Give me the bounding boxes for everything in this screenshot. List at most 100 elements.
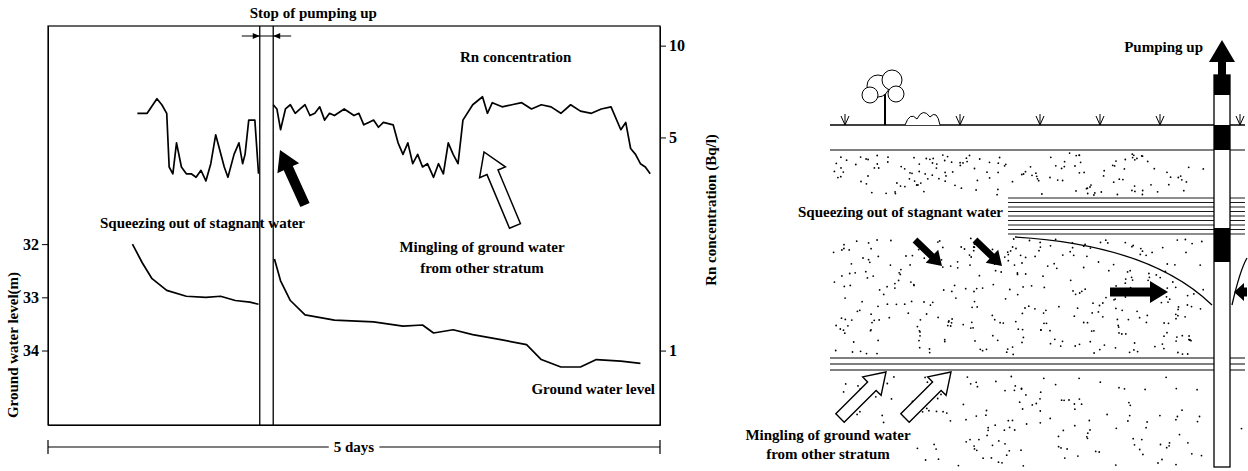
sand-dot — [1058, 436, 1060, 438]
sand-dot — [1031, 404, 1033, 406]
sand-dot — [928, 410, 930, 412]
sand-dot — [1187, 304, 1189, 306]
sand-dot — [1175, 464, 1177, 466]
sand-dot — [1105, 239, 1107, 241]
sand-dot — [1115, 464, 1117, 466]
strata — [830, 125, 1247, 370]
sand-dot — [1000, 271, 1002, 273]
series-label: Ground water level — [531, 381, 655, 397]
sand-dot — [871, 192, 873, 194]
sand-dot — [1061, 399, 1063, 401]
sand-dot — [1193, 293, 1195, 295]
y-axis: 323334 — [23, 27, 49, 426]
sand-dot — [1169, 442, 1171, 444]
clay-line — [1008, 216, 1245, 217]
sand-dot — [835, 325, 837, 327]
sand-dot — [1078, 154, 1080, 156]
sand-dot — [1125, 333, 1127, 335]
sand-dot — [1137, 351, 1139, 353]
y2-axis-title: Rn concentration (Bq/l) — [703, 134, 720, 286]
sand-dot — [1069, 152, 1071, 154]
sand-dot — [883, 422, 885, 424]
sand-dot — [898, 280, 900, 282]
sand-dot — [967, 376, 969, 378]
sand-dot — [1142, 250, 1144, 252]
sand-dot — [898, 272, 900, 274]
sand-dot — [1094, 192, 1096, 194]
sand-dot — [844, 332, 846, 334]
sand-dot — [1014, 389, 1016, 391]
sand-dot — [1201, 455, 1203, 457]
sand-dot — [998, 461, 1000, 463]
sand-dot — [1100, 242, 1102, 244]
sand-dot — [1058, 446, 1060, 448]
sand-dot — [989, 177, 991, 179]
sand-dot — [1091, 312, 1093, 314]
sand-dot — [1034, 308, 1036, 310]
sand-dot — [1167, 301, 1169, 303]
sand-dot — [918, 171, 920, 173]
sand-dot — [997, 189, 999, 191]
sand-dot — [1005, 298, 1007, 300]
sand-dot — [969, 155, 971, 157]
sand-dot — [1060, 447, 1062, 449]
grass — [1036, 114, 1044, 125]
sand-dot — [964, 248, 966, 250]
sand-dot — [996, 194, 998, 196]
sand-dot — [876, 163, 878, 165]
sand-dot — [913, 285, 915, 287]
sand-dot — [950, 325, 952, 327]
sand-dot — [997, 172, 999, 174]
sand-dot — [1042, 275, 1044, 277]
sand-dot — [944, 341, 946, 343]
y-axis-title: Ground water level(m) — [5, 272, 22, 418]
sand-dot — [840, 176, 842, 178]
sand-dot — [945, 175, 947, 177]
sand-dot — [1175, 318, 1177, 320]
sand-dot — [1142, 454, 1144, 456]
sand-dot — [960, 246, 962, 248]
sand-dot — [982, 287, 984, 289]
sand-dot — [927, 178, 929, 180]
sand-dot — [1184, 316, 1186, 318]
sand-dot — [1012, 246, 1014, 248]
sand-dot — [866, 183, 868, 185]
sand-dot — [931, 174, 933, 176]
sand-dot — [1012, 420, 1014, 422]
sand-dot — [834, 171, 836, 173]
sand-dot — [1163, 322, 1165, 324]
sand-dot — [1178, 306, 1180, 308]
sand-dot — [923, 191, 925, 193]
sand-dot — [1166, 296, 1168, 298]
sand-dot — [970, 238, 972, 240]
sand-dot — [1175, 419, 1177, 421]
sand-dot — [1025, 257, 1027, 259]
sand-dot — [1006, 351, 1008, 353]
flow-arrows — [836, 238, 1247, 423]
sand-dot — [1181, 335, 1183, 337]
y-tick-mark — [42, 351, 48, 352]
sand-dot — [995, 381, 997, 383]
sand-dot — [929, 348, 931, 350]
series-label: Rn concentration — [460, 49, 572, 65]
sand-dot — [1026, 423, 1028, 425]
sand-dot — [1084, 288, 1086, 290]
sand-dot — [1093, 194, 1095, 196]
sand-dot — [1021, 388, 1023, 390]
sand-dot — [999, 322, 1001, 324]
sand-dot — [1075, 293, 1077, 295]
sand-dot — [1038, 180, 1040, 182]
sand-dot — [1113, 299, 1115, 301]
sand-dot — [1177, 315, 1179, 317]
sand-dot — [918, 340, 920, 342]
clay-line — [1008, 211, 1245, 212]
tree-crown — [888, 86, 904, 102]
sand-dot — [870, 329, 872, 331]
sand-dot — [1017, 294, 1019, 296]
sand-dot — [1078, 377, 1080, 379]
sand-dot — [1188, 339, 1190, 341]
sand-dot — [1241, 428, 1243, 430]
sand-dot — [1043, 322, 1045, 324]
sand-dot — [1117, 319, 1119, 321]
sand-dot — [971, 321, 973, 323]
